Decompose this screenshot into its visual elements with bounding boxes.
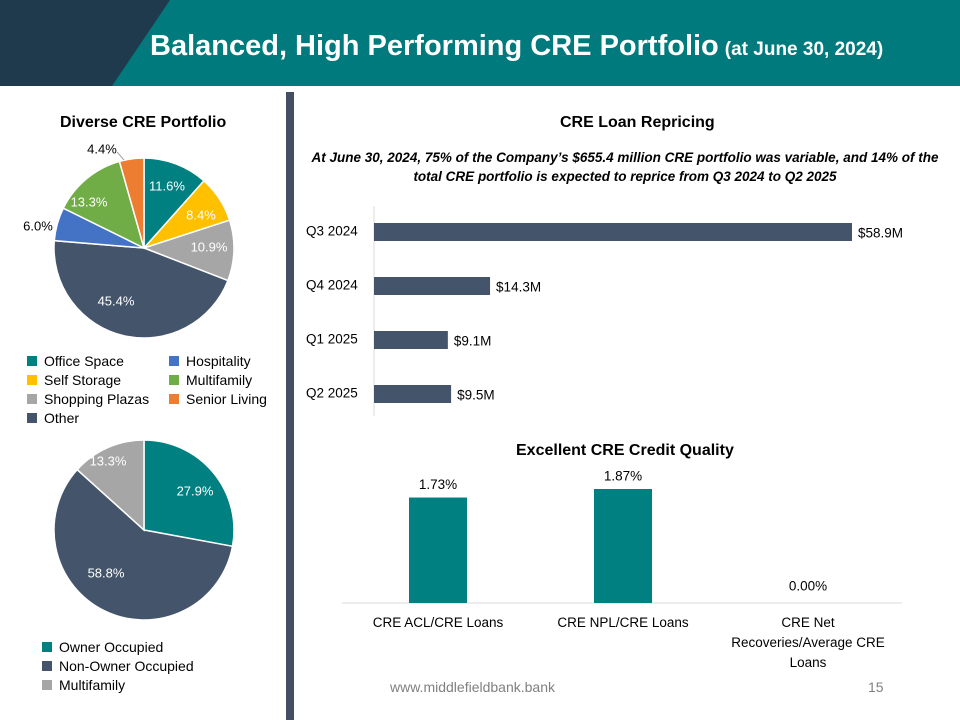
portfolio-label-multifamily: 13.3% — [71, 194, 108, 209]
occupancy-label-owner-occupied: 27.9% — [177, 483, 214, 498]
portfolio-leader-senior-living — [116, 151, 125, 161]
repricing-note: At June 30, 2024, 75% of the Company’s $… — [311, 150, 939, 184]
portfolio-legend-label: Multifamily — [186, 372, 253, 388]
occupancy-label-multifamily: 13.3% — [90, 453, 127, 468]
credit-quality-title: Excellent CRE Credit Quality — [516, 442, 734, 459]
portfolio-pie-title: Diverse CRE Portfolio — [60, 114, 227, 131]
portfolio-slice-other — [53, 239, 229, 339]
portfolio-legend-label: Office Space — [44, 353, 124, 369]
repricing-category-label: Q2 2025 — [306, 386, 358, 401]
occupancy-label-non-owner-occupied: 58.8% — [88, 565, 125, 580]
occupancy-legend-swatch — [42, 661, 52, 671]
portfolio-label-hospitality: 6.0% — [23, 218, 53, 233]
portfolio-legend-label: Senior Living — [186, 391, 267, 407]
cre-portfolio-pie-chart: 11.6%8.4% 10.9% 45.4% 6.0% 13.3% 4.4% — [23, 141, 235, 339]
occupancy-slice-non-owner-occupied — [53, 468, 234, 621]
occupancy-legend-swatch — [42, 642, 52, 652]
portfolio-legend-swatch — [169, 394, 179, 404]
portfolio-legend-swatch — [27, 394, 37, 404]
page-number: 15 — [868, 679, 884, 695]
repricing-title: CRE Loan Repricing — [560, 114, 715, 131]
occupancy-legend-label: Non-Owner Occupied — [59, 658, 194, 674]
page-title-date: (at June 30, 2024) — [724, 39, 884, 60]
repricing-bar-q2-2025 — [374, 385, 452, 403]
repricing-value-label: $14.3M — [496, 280, 541, 295]
credit-value-label: 1.87% — [604, 469, 642, 484]
footer-url: www.middlefieldbank.bank — [390, 679, 555, 695]
portfolio-slice-senior-living — [118, 157, 145, 249]
occupancy-legend-swatch — [42, 680, 52, 690]
repricing-bar-q3-2024 — [374, 223, 852, 241]
portfolio-slice-multifamily — [62, 160, 146, 250]
repricing-category-label: Q1 2025 — [306, 332, 358, 347]
portfolio-legend: Office Space Hospitality Self Storage Multi… — [27, 352, 287, 432]
credit-bar-cre-npl-cre-loans — [594, 489, 652, 603]
portfolio-label-office-space: 11.6% — [149, 178, 185, 193]
repricing-category-label: Q4 2024 — [306, 278, 358, 293]
occupancy-slice-multifamily — [76, 439, 145, 532]
portfolio-label-other: 45.4% — [98, 293, 135, 308]
occupancy-pie-chart: 27.9% 58.8% 13.3% — [53, 439, 235, 621]
repricing-value-label: $9.1M — [454, 334, 492, 349]
portfolio-label-self-storage: 8.4% — [186, 207, 216, 222]
credit-value-label: 0.00% — [789, 579, 827, 594]
repricing-bar-chart: Q3 2024 $58.9M Q4 2024 $14.3M Q1 2025 $9.1M Q2… — [306, 206, 903, 416]
header-dark-corner — [0, 0, 170, 86]
page-title: Balanced, High Performing CRE Portfolio(… — [150, 26, 883, 66]
credit-category-label: CRE NPL/CRE Loans — [557, 615, 689, 630]
vertical-divider — [286, 92, 294, 720]
portfolio-legend-label: Shopping Plazas — [44, 391, 150, 407]
repricing-bar-q1-2025 — [374, 331, 448, 349]
occupancy-legend: Owner Occupied Non-Owner Occupied Multifam… — [42, 638, 262, 698]
credit-quality-bar-chart: 1.73% CRE ACL/CRE Loans 1.87% CRE NPL/CRE L… — [342, 469, 902, 670]
occupancy-legend-label: Multifamily — [59, 677, 126, 693]
credit-category-label: CRE ACL/CRE Loans — [373, 615, 504, 630]
header-banner: Balanced, High Performing CRE Portfolio(… — [0, 0, 960, 86]
header-background — [0, 0, 960, 86]
portfolio-slice-office-space — [143, 157, 206, 250]
portfolio-legend-label: Hospitality — [186, 353, 251, 369]
portfolio-label-shopping-plazas: 10.9% — [191, 239, 228, 254]
portfolio-legend-swatch — [169, 375, 179, 385]
portfolio-legend-swatch — [27, 356, 37, 366]
portfolio-legend-label: Other — [44, 410, 80, 426]
repricing-value-label: $58.9M — [858, 226, 903, 241]
credit-category-label: CRE Net Recoveries/Average CRE Loans — [731, 615, 885, 670]
credit-value-label: 1.73% — [419, 477, 457, 492]
repricing-value-label: $9.5M — [457, 388, 495, 403]
occupancy-slice-owner-occupied — [143, 439, 235, 548]
repricing-category-label: Q3 2024 — [306, 224, 358, 239]
portfolio-label-senior-living: 4.4% — [87, 141, 117, 156]
repricing-bar-q4-2024 — [374, 277, 491, 295]
credit-bar-cre-acl-cre-loans — [409, 497, 467, 603]
page-title-main: Balanced, High Performing CRE Portfolio — [150, 30, 719, 62]
portfolio-legend-swatch — [27, 375, 37, 385]
occupancy-legend-label: Owner Occupied — [59, 639, 164, 655]
portfolio-legend-label: Self Storage — [44, 372, 122, 388]
portfolio-legend-swatch — [27, 413, 37, 423]
portfolio-legend-swatch — [169, 356, 179, 366]
